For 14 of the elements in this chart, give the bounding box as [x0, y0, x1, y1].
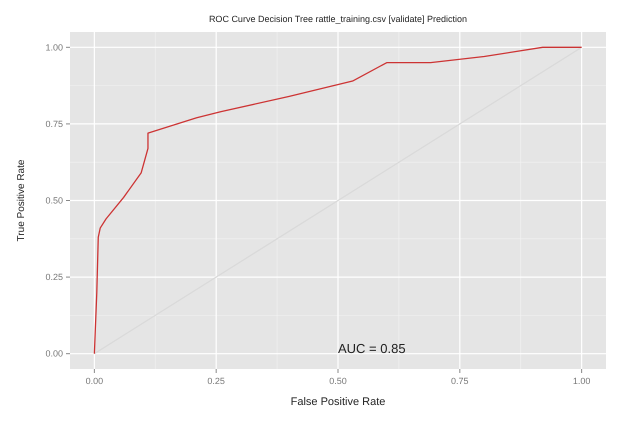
y-tick-label: 1.00: [45, 42, 63, 52]
x-tick-label: 0.00: [86, 376, 104, 386]
y-tick-label: 0.50: [45, 196, 63, 206]
x-axis-title: False Positive Rate: [290, 396, 386, 408]
x-tick-label: 0.75: [451, 376, 469, 386]
chart-title: ROC Curve Decision Tree rattle_training.csv [validate] Prediction: [208, 14, 468, 24]
x-tick-label: 0.50: [329, 376, 347, 386]
y-axis-title: True Positive Rate: [16, 159, 27, 242]
annotation: AUC = 0.85: [338, 341, 406, 356]
y-tick-label: 0.00: [45, 348, 63, 359]
y-tick-label: 0.25: [45, 272, 63, 282]
x-tick-label: 0.25: [207, 376, 225, 386]
x-tick-label: 1.00: [572, 376, 590, 386]
y-tick-label: 0.75: [45, 118, 63, 129]
